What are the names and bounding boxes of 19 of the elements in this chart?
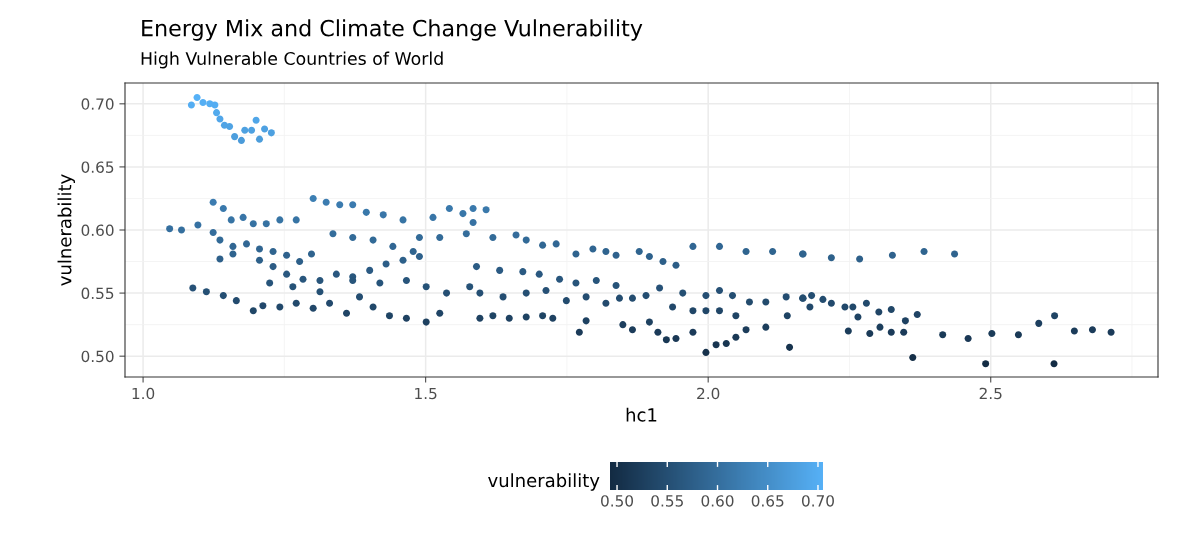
- x-axis-title: hc1: [626, 407, 657, 422]
- color-bar-label: 0.65: [751, 495, 784, 507]
- y-axis-title: vulnerability: [57, 174, 76, 286]
- color-bar-label: 0.70: [801, 495, 834, 507]
- x-tick-label: 1.0: [132, 387, 155, 400]
- y-tick-label: 0.60: [81, 224, 114, 237]
- chart-subtitle: High Vulnerable Countries of World: [141, 51, 443, 69]
- color-bar-label: 0.50: [601, 495, 634, 507]
- y-tick-label: 0.50: [81, 350, 114, 363]
- chart-title: Energy Mix and Climate Change Vulnerability: [142, 19, 643, 41]
- y-tick-label: 0.70: [81, 98, 114, 110]
- x-tick-label: 2.5: [979, 387, 1002, 400]
- x-tick-label: 2.0: [697, 387, 720, 400]
- color-bar-title: vulnerability: [488, 473, 600, 491]
- y-tick-label: 0.65: [81, 161, 114, 173]
- color-bar-label: 0.60: [701, 495, 734, 507]
- color-bar-label: 0.55: [651, 495, 683, 507]
- y-tick-label: 0.55: [81, 287, 114, 300]
- x-tick-label: 1.5: [415, 387, 437, 400]
